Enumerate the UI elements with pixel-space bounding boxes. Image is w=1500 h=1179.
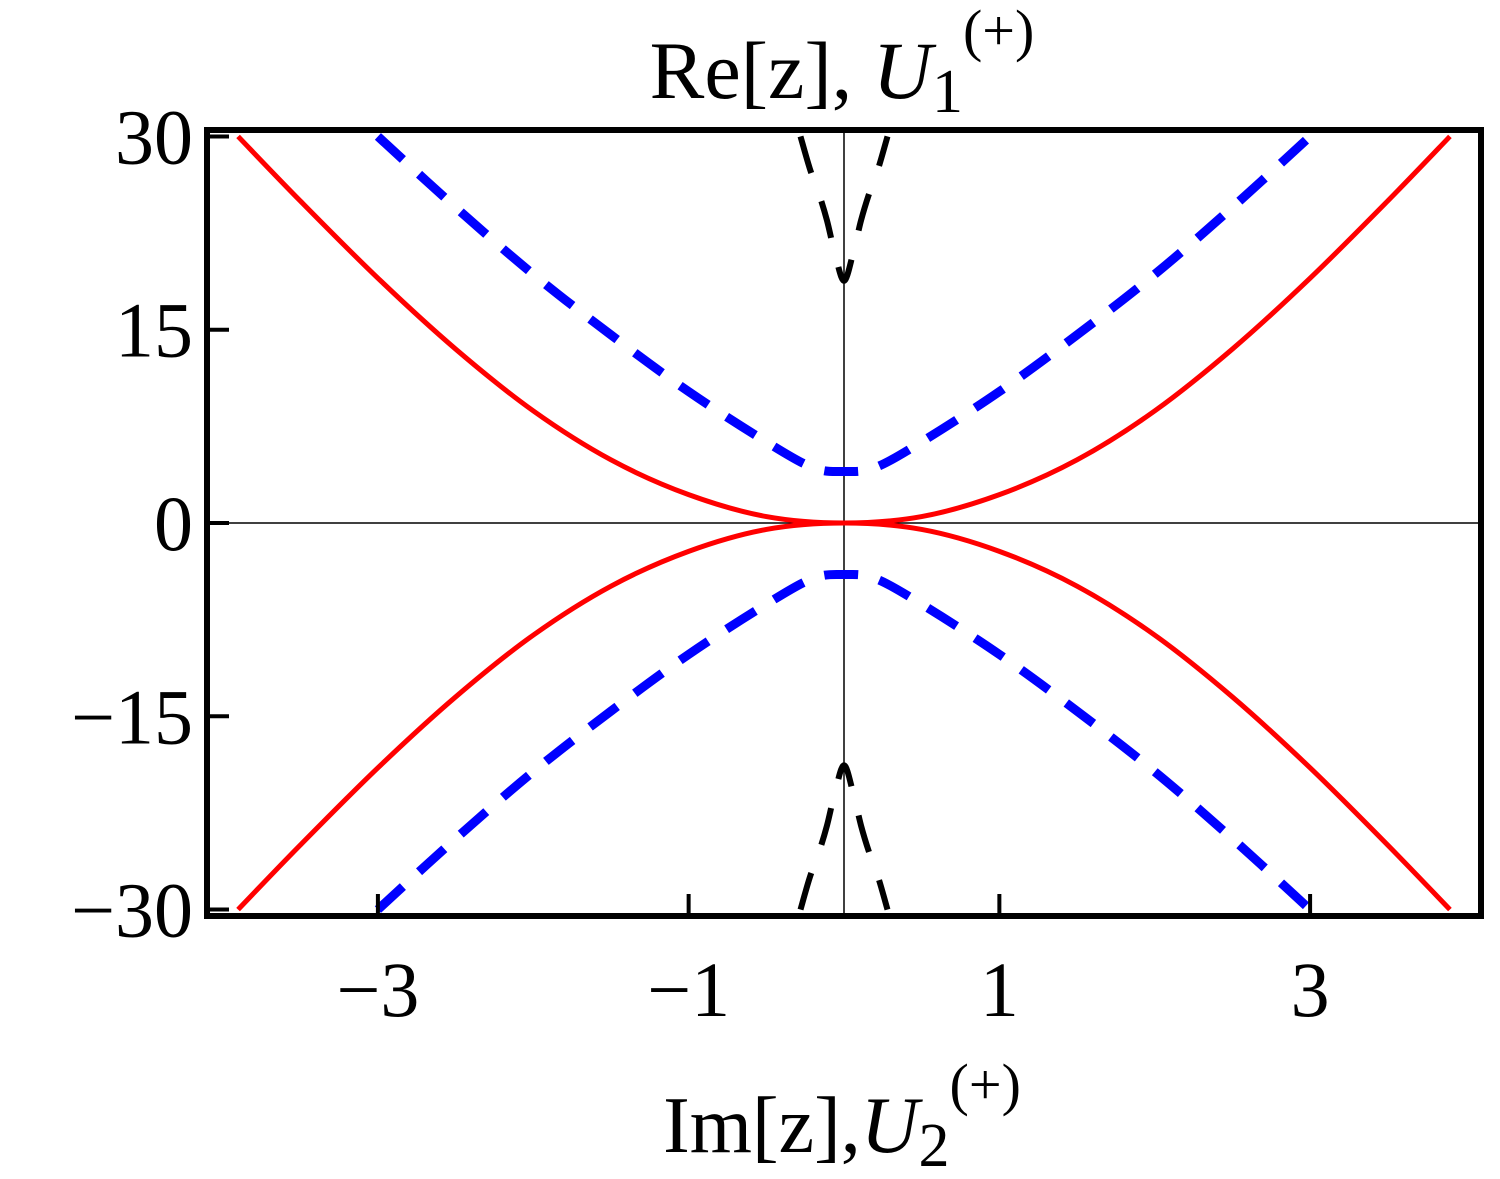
y-tick-label: 30 xyxy=(115,93,193,180)
chart-title-prefix: Re[z], xyxy=(650,25,873,116)
y-tick-label: 15 xyxy=(115,287,193,374)
series-black-dashed-4 xyxy=(797,135,891,284)
x-tick-label: −3 xyxy=(336,946,419,1033)
ticks-layer: −3 −1 1 3 30 15 0 −15 −30 xyxy=(71,93,1330,1033)
x-axis-title-sub: 2 xyxy=(919,1112,950,1179)
x-tick-label: −1 xyxy=(647,946,730,1033)
x-tick-label: 1 xyxy=(980,946,1019,1033)
x-axis-title-var: U xyxy=(861,1082,924,1170)
chart-title-sub: 1 xyxy=(932,58,963,126)
series-blue-dashed-2 xyxy=(374,133,1314,477)
series-red-solid-1 xyxy=(236,520,1452,912)
x-tick-label: 3 xyxy=(1291,946,1330,1033)
chart-title: Re[z], U1(+) xyxy=(650,0,1035,126)
series-blue-dashed-3 xyxy=(374,569,1314,913)
y-tick-label: −15 xyxy=(71,673,193,760)
y-tick-label: 0 xyxy=(154,480,193,567)
chart-title-sup: (+) xyxy=(963,0,1034,63)
series-black-dashed-5 xyxy=(797,762,891,911)
y-tick-label: −30 xyxy=(71,867,193,954)
x-axis-title-prefix: Im[z], xyxy=(663,1082,861,1170)
series-layer xyxy=(236,133,1452,913)
x-axis-title: Im[z],U2(+) xyxy=(663,1052,1021,1179)
x-axis-title-sup: (+) xyxy=(950,1052,1021,1117)
chart-title-var: U xyxy=(873,25,937,116)
